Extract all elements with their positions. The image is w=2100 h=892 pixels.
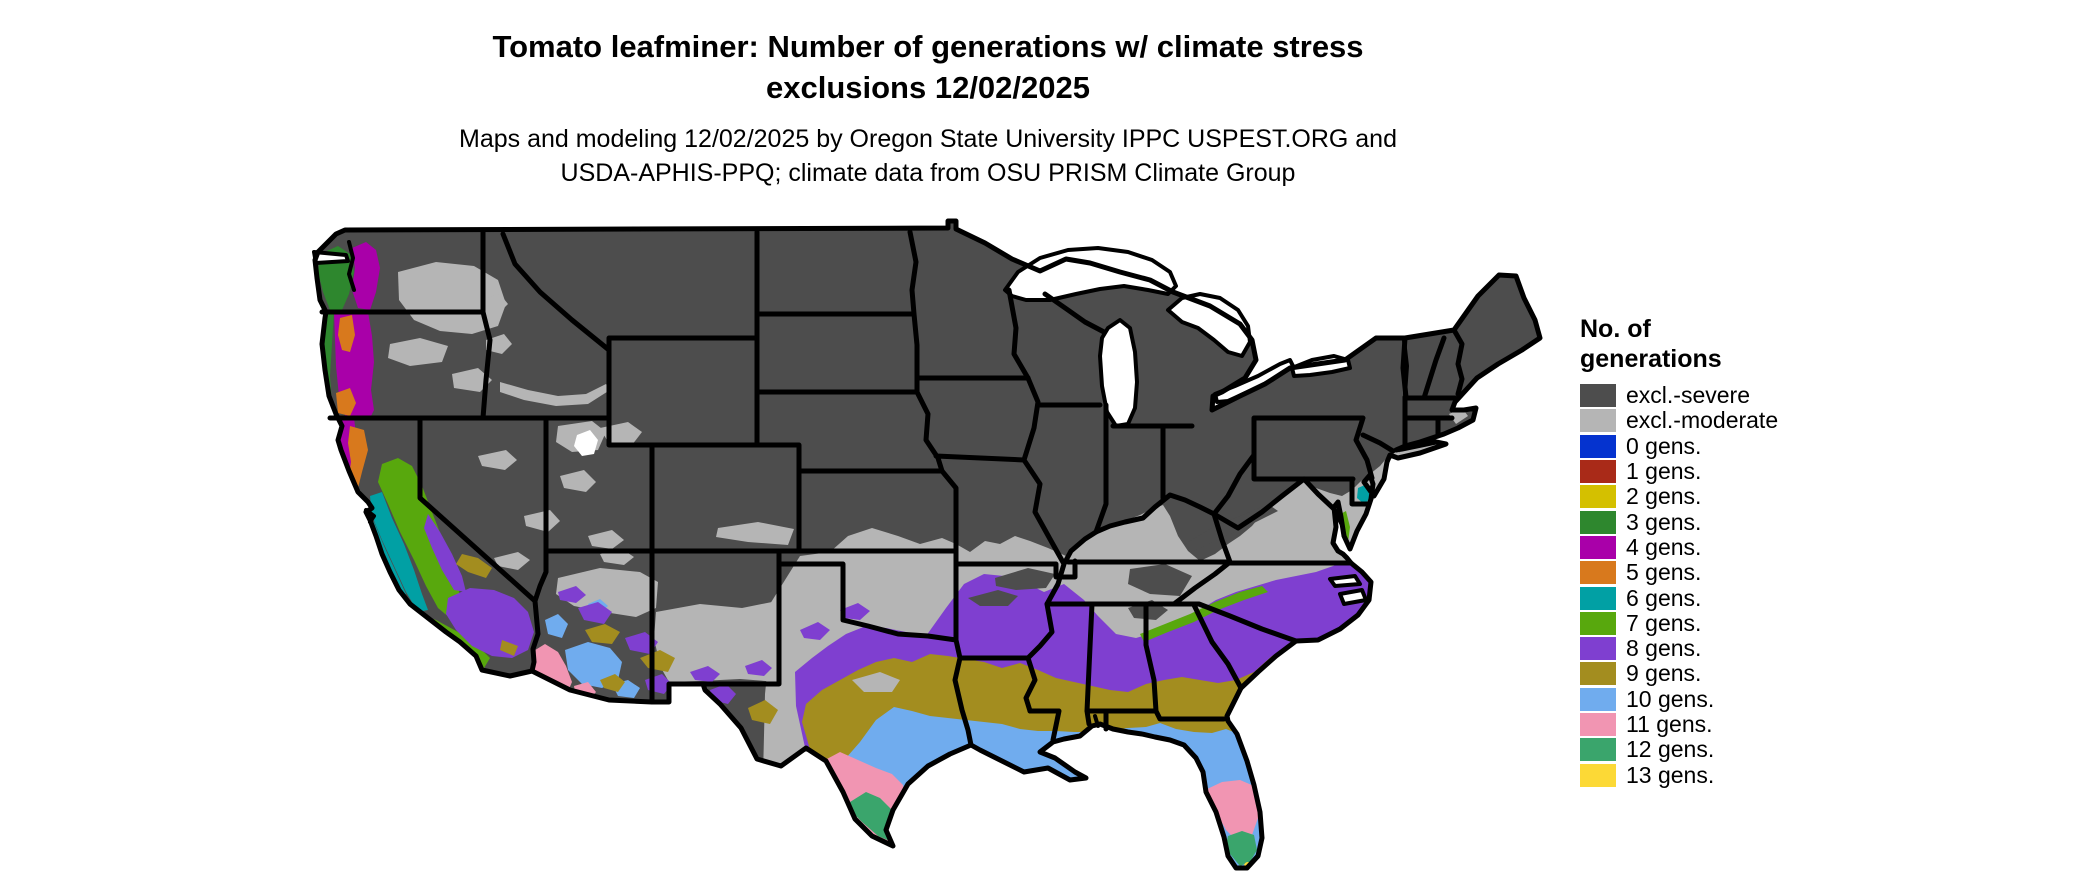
legend-label: 0 gens. (1626, 432, 1702, 459)
legend-label: 12 gens. (1626, 736, 1715, 763)
legend-swatch (1580, 434, 1616, 458)
legend-label: 1 gens. (1626, 458, 1702, 485)
legend-label: 3 gens. (1626, 508, 1702, 535)
state-borders-west (319, 229, 959, 705)
legend-item: 4 gens. (1580, 533, 1860, 560)
state-borders (319, 229, 1465, 748)
legend-item: 12 gens. (1580, 736, 1860, 763)
legend-title: No. of generations (1580, 314, 1860, 374)
legend-items: excl.-severe excl.-moderate 0 gens. 1 gens.… (1580, 382, 1860, 788)
legend-item: 5 gens. (1580, 559, 1860, 586)
page-title-line2: exclusions 12/02/2025 (765, 70, 1090, 105)
legend-title-line1: No. of (1580, 315, 1651, 343)
legend-item: 10 gens. (1580, 685, 1860, 712)
legend-swatch (1580, 586, 1616, 610)
zone-8-gens-patches (424, 514, 870, 704)
legend-item: 0 gens. (1580, 432, 1860, 459)
legend-swatch (1580, 409, 1616, 433)
page-subtitle: Maps and modeling 12/02/2025 by Oregon S… (0, 122, 1856, 190)
state-borders-plains (700, 229, 1078, 748)
zone-moderate-pockets (852, 672, 900, 692)
great-salt-lake (574, 430, 598, 456)
legend-swatch (1580, 611, 1616, 635)
legend-item: 2 gens. (1580, 483, 1860, 510)
legend-swatch (1580, 561, 1616, 585)
legend-item: 13 gens. (1580, 761, 1860, 788)
great-lakes (312, 246, 1368, 606)
legend-label: 13 gens. (1626, 761, 1715, 788)
coastal-water-details (347, 240, 1409, 728)
legend-swatch (1580, 738, 1616, 762)
legend-label: excl.-moderate (1626, 407, 1779, 434)
legend-item: 7 gens. (1580, 609, 1860, 636)
zone-9-gens-patches (456, 554, 778, 724)
legend-swatch (1580, 662, 1616, 686)
legend-swatch (1580, 460, 1616, 484)
legend-swatch (1580, 510, 1616, 534)
page-subtitle-line2: USDA-APHIS-PPQ; climate data from OSU PR… (560, 159, 1296, 187)
legend-swatch (1580, 713, 1616, 736)
legend-swatch (1580, 763, 1616, 787)
legend-item: 8 gens. (1580, 635, 1860, 662)
pamlico-sound (1328, 574, 1362, 588)
legend-label: 8 gens. (1626, 635, 1702, 662)
legend-swatch (1580, 637, 1616, 661)
legend-item: 9 gens. (1580, 660, 1860, 687)
legend-item: excl.-moderate (1580, 407, 1860, 434)
page-title-line1: Tomato leafminer: Number of generations … (492, 29, 1364, 64)
legend-item: 11 gens. (1580, 711, 1860, 738)
legend-swatch (1580, 687, 1616, 711)
legend-swatch (1580, 384, 1616, 408)
legend-label: excl.-severe (1626, 382, 1750, 409)
legend: No. of generations excl.-severe excl.-mod… (1580, 314, 1860, 788)
legend-item: excl.-severe (1580, 382, 1860, 409)
legend-swatch (1580, 535, 1616, 559)
legend-label: 10 gens. (1626, 685, 1715, 712)
legend-swatch (1580, 485, 1616, 509)
albemarle-sound (1338, 588, 1368, 606)
legend-label: 9 gens. (1626, 660, 1702, 687)
legend-label: 6 gens. (1626, 584, 1702, 611)
state-borders-rivers (1021, 375, 1257, 714)
page-title: Tomato leafminer: Number of generations … (0, 26, 1856, 108)
legend-label: 5 gens. (1626, 559, 1702, 586)
legend-label: 2 gens. (1626, 483, 1702, 510)
page-subtitle-line1: Maps and modeling 12/02/2025 by Oregon S… (459, 125, 1397, 153)
legend-label: 7 gens. (1626, 609, 1702, 636)
state-borders-south (1027, 511, 1354, 743)
legend-item: 6 gens. (1580, 584, 1860, 611)
legend-item: 3 gens. (1580, 508, 1860, 535)
zone-13-gens-keys (1234, 862, 1252, 868)
legend-label: 4 gens. (1626, 533, 1702, 560)
legend-item: 1 gens. (1580, 458, 1860, 485)
zone-12-gens-region (850, 792, 1257, 866)
legend-label: 11 gens. (1626, 711, 1713, 738)
legend-title-line2: generations (1580, 345, 1722, 373)
state-borders-northeast (1006, 287, 1465, 535)
lake-superior (1003, 246, 1178, 302)
